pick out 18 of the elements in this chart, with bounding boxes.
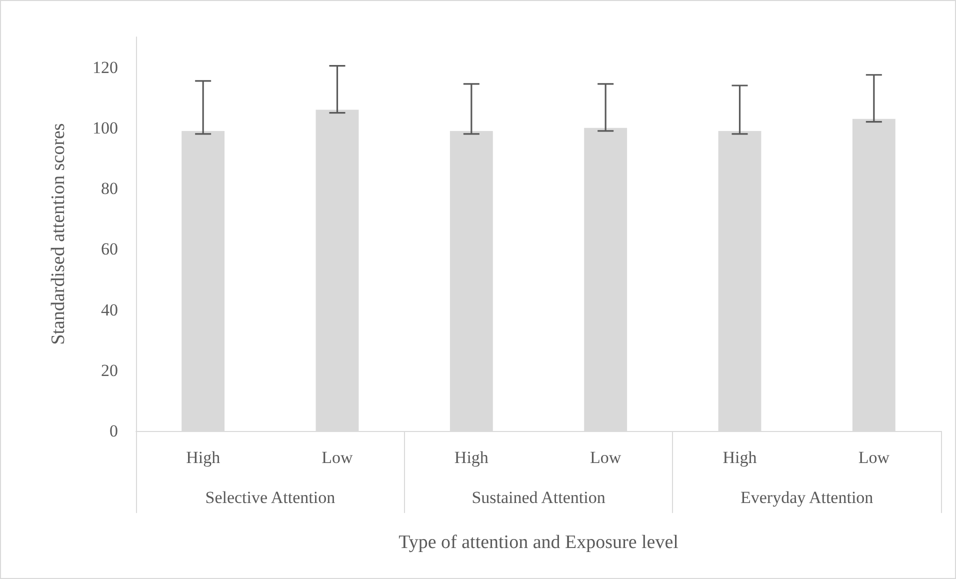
y-tick-label: 80 [101,179,118,198]
x-tick-label: High [454,448,489,467]
text: Selective Attention [205,488,336,507]
x-tick-label: Low [858,448,890,467]
x-tick-label: Low [590,448,622,467]
x-tick-label: High [722,448,758,467]
y-tick-label: 20 [101,360,118,380]
x-tick-label: Low [322,448,354,467]
y-tick-label: 100 [92,118,118,138]
y-tick-label: 40 [101,300,118,320]
x-axis-title: Type of attention and Exposure level [398,532,678,553]
text: Sustained Attention [472,488,606,507]
text: Everyday Attention [740,488,874,507]
y-tick-label: 0 [110,422,118,440]
y-axis-title: Standardised attention scores [48,123,69,345]
y-tick-label: 60 [101,240,118,259]
x-tick-label: High [186,448,221,467]
y-tick-label: 120 [92,58,118,77]
